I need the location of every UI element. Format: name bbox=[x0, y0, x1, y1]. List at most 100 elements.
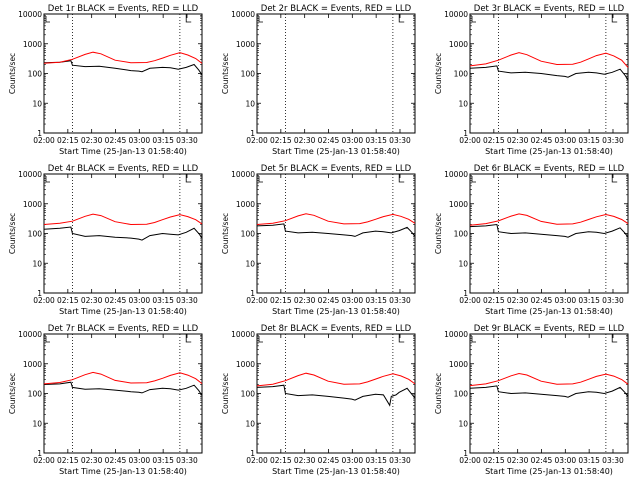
flag-marker bbox=[45, 336, 50, 343]
x-tick-label: 03:30 bbox=[176, 136, 198, 145]
y-tick-label: 10000 bbox=[231, 330, 255, 339]
x-axis-label: Start Time (25-Jan-13 01:58:40) bbox=[272, 467, 400, 476]
events-series-line bbox=[469, 65, 629, 81]
panel-plot: Det 4r BLACK = Events, RED = LLD 1 10 100 10… bbox=[8, 164, 203, 316]
y-tick-label: 100 bbox=[454, 70, 469, 79]
lld-series-line bbox=[469, 213, 629, 226]
y-axis-label: Counts/sec bbox=[434, 213, 443, 254]
y-tick-label: 100 bbox=[454, 390, 469, 399]
flag-marker bbox=[611, 334, 618, 343]
y-tick-label: 1 bbox=[37, 129, 42, 138]
x-tick-label: 03:30 bbox=[389, 296, 411, 305]
detector-panel-4: Det 4r BLACK = Events, RED = LLD 1 10 100 10… bbox=[0, 160, 213, 320]
x-tick-label: 03:30 bbox=[389, 136, 411, 145]
y-tick-label: 1000 bbox=[23, 200, 42, 209]
y-tick-label: 10 bbox=[245, 99, 255, 108]
x-tick-label: 02:15 bbox=[270, 296, 292, 305]
detector-panel-3: Det 3r BLACK = Events, RED = LLD 1 10 100 10… bbox=[426, 0, 639, 160]
x-tick-label: 02:45 bbox=[105, 296, 127, 305]
x-tick-label: 02:00 bbox=[246, 136, 268, 145]
y-tick-label: 1 bbox=[463, 129, 468, 138]
plot-frame bbox=[469, 13, 629, 134]
flag-marker bbox=[398, 174, 405, 183]
flag-marker bbox=[258, 16, 263, 23]
x-tick-label: 03:00 bbox=[555, 456, 577, 465]
y-tick-label: 1000 bbox=[449, 200, 468, 209]
x-tick-label: 02:15 bbox=[270, 456, 292, 465]
events-series-line bbox=[469, 385, 629, 398]
y-tick-label: 100 bbox=[241, 390, 256, 399]
panel-plot: Det 1r BLACK = Events, RED = LLD 1 10 100 10… bbox=[8, 4, 203, 156]
y-tick-label: 100 bbox=[454, 230, 469, 239]
y-tick-label: 10000 bbox=[18, 170, 42, 179]
x-axis-label: Start Time (25-Jan-13 01:58:40) bbox=[272, 147, 400, 156]
y-axis-label: Counts/sec bbox=[8, 373, 17, 414]
y-tick-label: 100 bbox=[28, 230, 43, 239]
y-tick-label: 1 bbox=[463, 289, 468, 298]
y-axis-label: Counts/sec bbox=[8, 213, 17, 254]
lld-series-line bbox=[43, 371, 203, 385]
panel-plot: Det 5r BLACK = Events, RED = LLD 1 10 100 10… bbox=[221, 164, 416, 316]
y-axis-label: Counts/sec bbox=[434, 373, 443, 414]
x-tick-label: 02:45 bbox=[105, 136, 127, 145]
x-tick-label: 03:00 bbox=[342, 136, 364, 145]
x-tick-label: 03:00 bbox=[129, 456, 151, 465]
x-tick-label: 02:30 bbox=[507, 136, 529, 145]
flag-marker bbox=[611, 174, 618, 183]
x-tick-label: 03:15 bbox=[152, 296, 174, 305]
flag-marker bbox=[185, 174, 192, 183]
x-tick-label: 03:15 bbox=[152, 456, 174, 465]
x-tick-label: 02:00 bbox=[246, 456, 268, 465]
x-tick-label: 03:00 bbox=[555, 296, 577, 305]
y-tick-label: 10 bbox=[458, 419, 468, 428]
detector-panel-7: Det 7r BLACK = Events, RED = LLD 1 10 100 10… bbox=[0, 320, 213, 480]
panel-plot: Det 2r BLACK = Events, RED = LLD 1 10 100 10… bbox=[221, 4, 416, 156]
y-axis-label: Counts/sec bbox=[221, 53, 230, 94]
x-tick-label: 03:00 bbox=[342, 456, 364, 465]
x-tick-label: 02:45 bbox=[531, 136, 553, 145]
panel-plot: Det 7r BLACK = Events, RED = LLD 1 10 100 10… bbox=[8, 324, 203, 476]
x-tick-label: 03:30 bbox=[602, 456, 624, 465]
y-tick-label: 10000 bbox=[18, 330, 42, 339]
x-tick-label: 03:15 bbox=[365, 296, 387, 305]
detector-panel-1: Det 1r BLACK = Events, RED = LLD 1 10 100 10… bbox=[0, 0, 213, 160]
flag-marker bbox=[471, 336, 476, 343]
x-tick-label: 02:30 bbox=[507, 296, 529, 305]
y-tick-label: 10000 bbox=[231, 170, 255, 179]
plot-frame bbox=[43, 173, 203, 294]
panel-title: Det 9r BLACK = Events, RED = LLD bbox=[474, 324, 625, 334]
x-tick-label: 02:15 bbox=[57, 136, 79, 145]
y-axis-label: Counts/sec bbox=[8, 53, 17, 94]
flag-marker bbox=[471, 16, 476, 23]
plot-frame bbox=[256, 173, 416, 294]
x-tick-label: 02:00 bbox=[33, 456, 55, 465]
panel-title: Det 2r BLACK = Events, RED = LLD bbox=[261, 4, 412, 14]
detector-panel-5: Det 5r BLACK = Events, RED = LLD 1 10 100 10… bbox=[213, 160, 426, 320]
x-tick-label: 03:00 bbox=[129, 136, 151, 145]
x-tick-label: 03:30 bbox=[389, 456, 411, 465]
x-tick-label: 02:15 bbox=[57, 296, 79, 305]
x-tick-label: 02:45 bbox=[105, 456, 127, 465]
flag-marker bbox=[45, 16, 50, 23]
panel-title: Det 8r BLACK = Events, RED = LLD bbox=[261, 324, 412, 334]
y-tick-label: 10 bbox=[32, 419, 42, 428]
y-tick-label: 10 bbox=[458, 259, 468, 268]
x-tick-label: 02:30 bbox=[81, 136, 103, 145]
y-tick-label: 1000 bbox=[236, 40, 255, 49]
x-tick-label: 03:15 bbox=[152, 136, 174, 145]
x-axis-label: Start Time (25-Jan-13 01:58:40) bbox=[59, 147, 187, 156]
lld-series-line bbox=[43, 51, 203, 64]
x-tick-label: 03:15 bbox=[365, 136, 387, 145]
x-tick-label: 02:30 bbox=[294, 456, 316, 465]
y-tick-label: 100 bbox=[28, 390, 43, 399]
y-tick-label: 10 bbox=[458, 99, 468, 108]
lld-series-line bbox=[469, 52, 629, 68]
x-tick-label: 03:00 bbox=[342, 296, 364, 305]
y-tick-label: 10000 bbox=[444, 170, 468, 179]
x-tick-label: 02:15 bbox=[483, 136, 505, 145]
y-tick-label: 1 bbox=[250, 449, 255, 458]
events-series-line bbox=[469, 223, 629, 238]
x-tick-label: 03:15 bbox=[578, 296, 600, 305]
x-axis-label: Start Time (25-Jan-13 01:58:40) bbox=[485, 307, 613, 316]
x-tick-label: 02:00 bbox=[459, 136, 481, 145]
